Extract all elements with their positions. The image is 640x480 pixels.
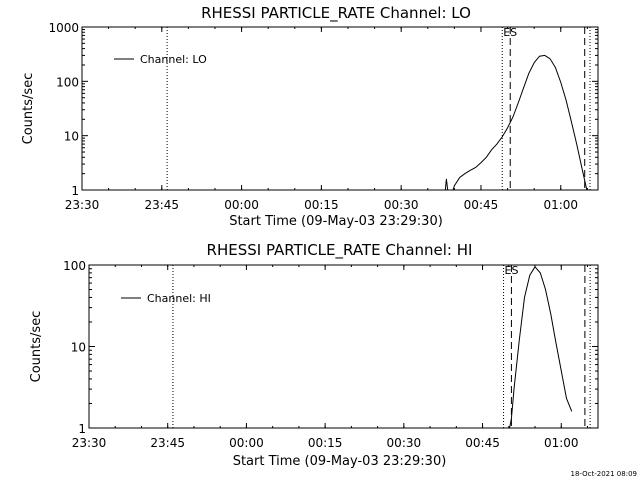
- plot-frame: [81, 26, 599, 191]
- x-tick-label: 01:00: [544, 436, 579, 450]
- legend-label: Channel: HI: [147, 292, 211, 305]
- x-tick-label: 00:45: [464, 198, 499, 212]
- x-tick-label: 00:30: [384, 198, 419, 212]
- y-tick-label: 1000: [48, 21, 79, 35]
- x-tick-label: 00:00: [224, 198, 259, 212]
- y-tick-label: 1: [78, 422, 86, 436]
- y-tick-label: 1: [71, 184, 79, 198]
- y-tick-label: 10: [71, 341, 86, 355]
- x-tick-label: 00:15: [304, 198, 339, 212]
- footer-timestamp: 18-Oct-2021 08:09: [571, 470, 637, 478]
- y-tick-label: 10: [64, 130, 79, 144]
- series-line: [444, 54, 588, 190]
- x-axis-label: Start Time (09-May-03 23:29:30): [229, 214, 443, 229]
- y-tick-label: 100: [56, 75, 79, 89]
- chart-panel-hi: RHESSI PARTICLE_RATE Channel: HI 23:30 23:…: [29, 241, 599, 469]
- es-marker-label: ES: [505, 264, 519, 277]
- x-tick-label: 23:30: [72, 436, 107, 450]
- x-axis-label: Start Time (09-May-03 23:29:30): [233, 454, 447, 469]
- y-axis-label: Counts/sec: [29, 311, 44, 383]
- x-tick-label: 23:30: [65, 198, 100, 212]
- x-tick-label: 23:45: [144, 198, 179, 212]
- series-line: [509, 265, 573, 428]
- x-tick-label: 01:00: [543, 198, 578, 212]
- legend-label: Channel: LO: [140, 53, 207, 66]
- es-marker-label: ES: [503, 26, 517, 39]
- chart-title: RHESSI PARTICLE_RATE Channel: LO: [201, 4, 471, 23]
- y-tick-label: 100: [63, 259, 86, 273]
- x-tick-label: 23:45: [150, 436, 185, 450]
- x-tick-label: 00:00: [229, 436, 264, 450]
- x-tick-label: 00:30: [387, 436, 422, 450]
- plot-frame: [88, 264, 599, 429]
- y-axis-label: Counts/sec: [21, 73, 36, 145]
- x-tick-label: 00:15: [308, 436, 343, 450]
- chart-title: RHESSI PARTICLE_RATE Channel: HI: [207, 241, 473, 260]
- chart-panel-lo: RHESSI PARTICLE_RATE Channel: LO 23:30 23:…: [21, 4, 599, 229]
- x-tick-label: 00:45: [465, 436, 500, 450]
